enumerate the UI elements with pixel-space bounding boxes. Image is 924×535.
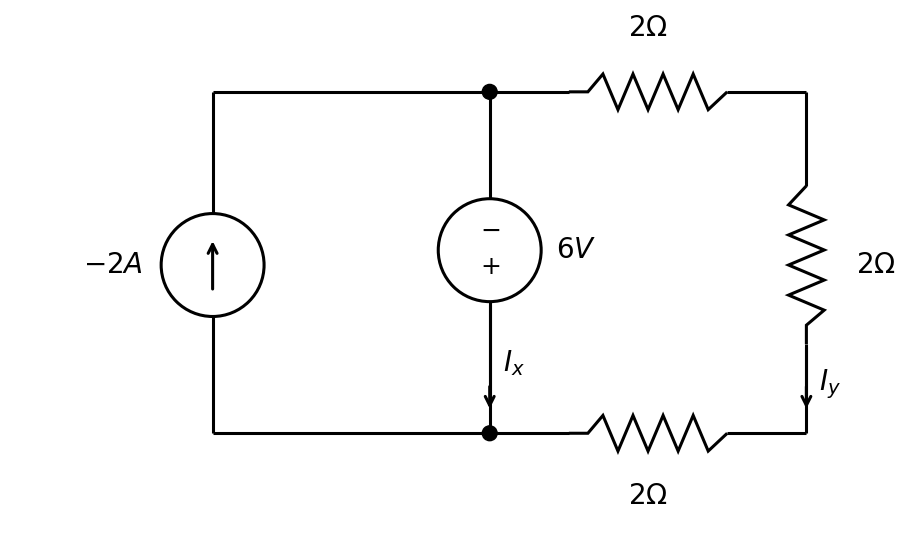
Text: $+$: $+$: [480, 256, 500, 279]
Text: $2\Omega$: $2\Omega$: [628, 483, 668, 510]
Circle shape: [482, 85, 497, 100]
Text: $I_x$: $I_x$: [503, 348, 525, 378]
Text: $I_y$: $I_y$: [820, 368, 841, 401]
Text: $2\Omega$: $2\Omega$: [628, 16, 668, 42]
Text: $2\Omega$: $2\Omega$: [856, 251, 895, 279]
Circle shape: [482, 426, 497, 441]
Text: $-$: $-$: [480, 219, 500, 242]
Text: $-2A$: $-2A$: [83, 251, 143, 279]
Text: $6V$: $6V$: [556, 236, 596, 264]
